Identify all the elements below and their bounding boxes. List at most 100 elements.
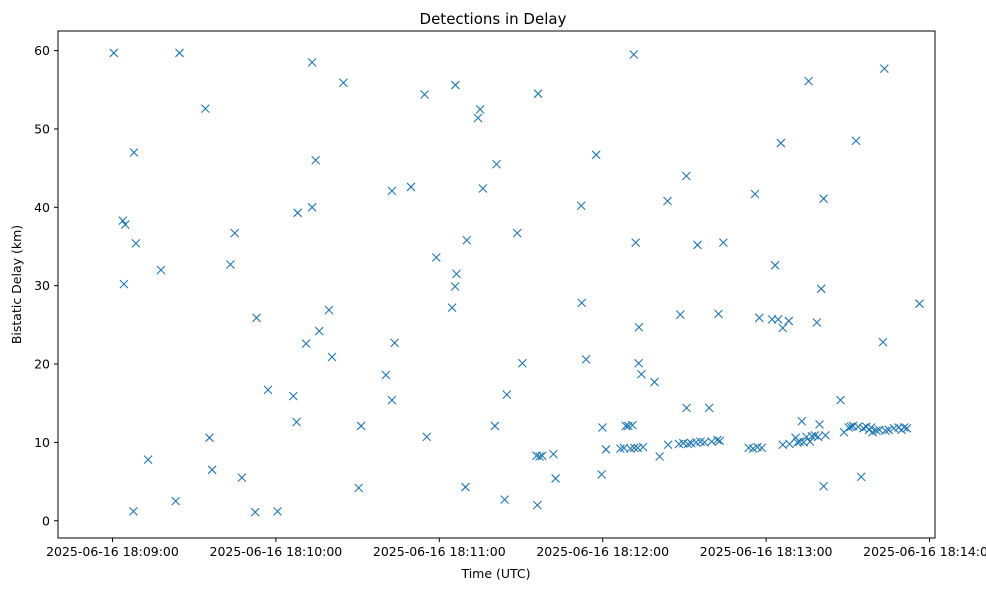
data-point [381,370,391,380]
data-point [681,171,691,181]
x-axis-label: Time (UTC) [460,566,530,581]
data-point [205,433,214,443]
data-point [307,202,317,212]
data-point [576,201,586,211]
data-point [171,496,181,506]
data-point [634,358,644,368]
data-point [517,358,527,368]
data-point [784,316,794,326]
data-point [879,64,889,74]
data-point [324,305,334,315]
data-point [288,391,298,401]
data-point [616,444,625,454]
data-point [629,50,639,59]
data-point [293,208,303,218]
data-point [851,136,861,146]
data-point [314,326,324,336]
data-point [821,430,830,440]
data-point [634,322,644,332]
data-point [899,423,909,432]
data-point [450,282,460,291]
data-point [109,48,119,58]
data-point [663,196,672,206]
data-point [119,279,129,289]
data-point [856,472,866,482]
data-point [757,443,767,453]
data-point [129,506,138,516]
data-point [715,436,725,446]
data-point [450,80,460,90]
data-point [327,352,337,362]
data-point [663,440,673,450]
data-point [693,240,702,250]
data-point [884,425,894,435]
data-point [881,426,890,436]
data-point [532,500,542,510]
y-tick-label: 40 [34,200,50,215]
data-point [307,57,317,67]
data-point [846,422,856,432]
data-point [628,420,637,430]
data-point [750,189,760,199]
data-point [462,235,472,245]
data-point [406,182,416,192]
data-point [631,238,641,247]
data-point [490,421,500,431]
data-point [655,452,665,461]
data-point [226,260,235,269]
data-point [207,465,217,475]
x-tick-label: 2025-06-16 18:10:00 [210,544,343,559]
data-point [682,403,691,413]
data-point [650,377,659,387]
data-point [273,506,282,516]
data-point [598,423,607,432]
y-axis-label: Bistatic Delay (km) [9,225,24,344]
data-point [120,220,130,229]
data-point [390,338,400,348]
data-point [872,426,881,436]
data-point [718,238,728,247]
data-point [461,482,470,492]
x-tick-label: 2025-06-16 18:09:00 [46,544,179,559]
data-point [129,148,139,157]
data-point [478,184,488,193]
data-point [537,451,547,461]
data-point [475,104,485,114]
y-tick-label: 30 [34,278,50,293]
data-point [551,474,560,483]
x-tick-label: 2025-06-16 18:11:00 [373,544,506,559]
data-point [591,150,601,160]
data-point [712,435,722,445]
data-point [902,423,912,433]
data-point [301,339,311,349]
data-point [263,385,273,395]
x-tick-label: 2025-06-16 18:13:00 [700,544,833,559]
data-point [638,442,648,452]
data-point [175,48,184,58]
y-tick-label: 10 [34,435,50,450]
data-point [535,452,544,461]
data-point [878,337,888,347]
data-point [853,422,863,432]
data-point [773,314,783,324]
x-tick-label: 2025-06-16 18:14:00 [863,544,986,559]
y-tick-label: 0 [42,513,50,528]
data-point [422,432,432,442]
data-point [819,194,828,204]
data-point [816,284,826,294]
data-point [492,159,501,169]
data-point [804,76,814,86]
chart-title: Detections in Delay [420,10,567,28]
data-point [778,323,788,333]
data-point [533,89,543,99]
data-point [915,299,924,309]
data-point [339,78,348,88]
data-point [812,318,822,327]
data-point [252,313,261,323]
data-point [549,449,558,459]
data-point [512,228,522,238]
data-point [292,417,301,427]
data-point [819,481,828,491]
